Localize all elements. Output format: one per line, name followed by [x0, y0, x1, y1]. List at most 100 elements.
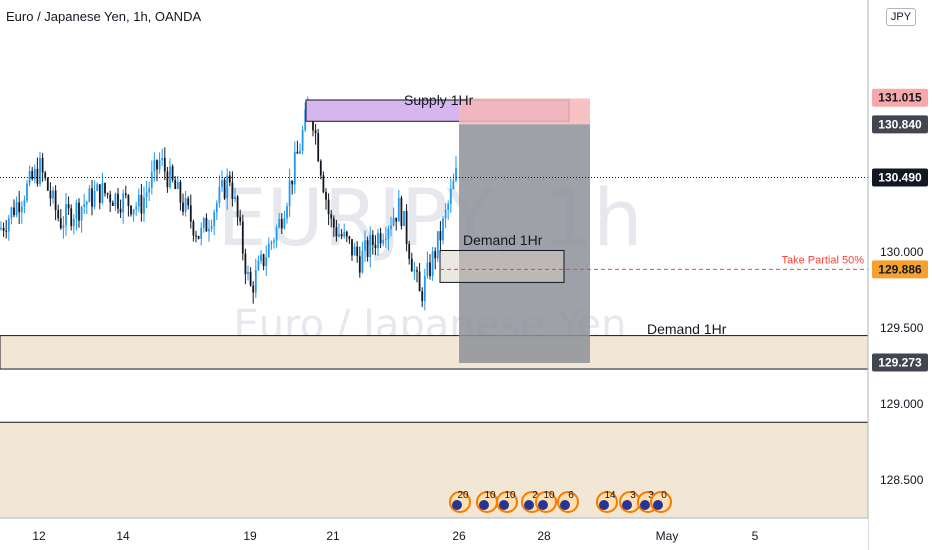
candle-body [330, 214, 333, 219]
candle-body [400, 197, 403, 226]
candle-body [192, 221, 195, 236]
event-badge[interactable]: 6 [557, 490, 579, 513]
candle-body [353, 246, 356, 256]
candle-body [150, 171, 153, 188]
candle-body [444, 209, 447, 219]
candle-body [392, 217, 395, 226]
event-badge[interactable]: 10 [476, 490, 498, 513]
candle-body [205, 218, 208, 232]
candle-body [231, 182, 234, 200]
candle-body [96, 184, 99, 191]
zones-layer [0, 335, 869, 518]
candle-body [195, 235, 197, 237]
candle-body [93, 190, 96, 207]
candle-body [127, 195, 130, 206]
event-badge[interactable]: 20 [449, 490, 471, 513]
price-axis[interactable]: 128.500 129.000 129.500 130.000 131.015 130.8… [867, 0, 932, 550]
demand-label: Demand 1Hr [463, 232, 543, 248]
candle-body [239, 216, 242, 222]
candle-body [200, 227, 203, 239]
candle-body [410, 258, 413, 272]
candle-body [171, 166, 174, 180]
candle-body [431, 251, 434, 277]
candle-body [26, 183, 28, 201]
price-tag-label: 129.273 [878, 356, 922, 370]
candle-body [387, 228, 390, 239]
candle-body [382, 239, 385, 244]
time-tick-label: 19 [243, 529, 257, 543]
candle-body [78, 202, 80, 221]
event-badge-count: 20 [457, 490, 469, 501]
flag-icon [622, 500, 632, 510]
candle-body [189, 205, 192, 222]
event-badge[interactable]: 10 [535, 490, 557, 513]
candle-body [28, 170, 31, 184]
candle-body [54, 190, 57, 211]
candle-body [10, 207, 13, 219]
candle-body [59, 218, 62, 229]
flag-icon [452, 500, 462, 510]
candle-body [2, 227, 5, 231]
candle-body [137, 194, 140, 207]
event-badge-count: 10 [543, 490, 555, 501]
candle-body [377, 233, 379, 249]
event-badge[interactable]: 0 [650, 490, 672, 513]
price-tag-label: 130.840 [878, 117, 922, 131]
candle-body [5, 230, 8, 232]
candle-body [442, 218, 444, 241]
currency-button[interactable]: JPY [886, 8, 916, 26]
candle-body [455, 168, 457, 181]
candle-body [301, 130, 304, 151]
candle-body [257, 260, 260, 270]
price-tag-bg [872, 115, 928, 134]
candle-body [161, 158, 164, 161]
candle-body [317, 133, 320, 162]
candle-body [244, 253, 247, 275]
candle-body [361, 250, 364, 273]
time-tick-label: 5 [752, 529, 759, 543]
symbol-title: Euro / Japanese Yen, 1h, OANDA [6, 9, 202, 24]
time-tick-label: May [656, 529, 679, 543]
candle-body [366, 240, 369, 257]
candle-body [23, 200, 26, 207]
price-tag-label: 130.490 [878, 171, 922, 185]
flag-icon [479, 500, 489, 510]
candle-body [101, 183, 104, 203]
price-tick-label: 129.500 [880, 321, 924, 335]
price-tag-bg [872, 168, 928, 187]
candle-body [252, 285, 255, 293]
candle-body [65, 204, 67, 226]
candle-body [291, 180, 294, 185]
candle-body [46, 178, 49, 191]
event-badge[interactable]: 14 [596, 490, 618, 513]
candle-body [348, 236, 351, 240]
candle-body [215, 202, 218, 213]
price-tick-label: 130.000 [880, 245, 924, 259]
time-axis[interactable]: 12 14 19 21 26 28 May 5 [0, 517, 868, 550]
candle-body [429, 262, 431, 277]
candle-body [273, 240, 275, 243]
candle-body [358, 256, 361, 273]
price-tag-bg [872, 353, 928, 372]
price-tag: 130.840 [872, 115, 928, 134]
candle-body [143, 197, 145, 214]
candle-body [169, 166, 171, 188]
candle-body [176, 182, 179, 189]
supply-label: Supply 1Hr [404, 92, 474, 108]
event-badge-count: 3 [630, 490, 636, 501]
event-badges[interactable]: 20 10 10 2 10 6 14 3 3 0 [449, 490, 672, 513]
event-badge-count: 2 [532, 490, 538, 501]
candle-body [130, 205, 132, 215]
price-tag-bg [872, 88, 928, 107]
candle-body [49, 190, 52, 199]
time-tick-label: 28 [537, 529, 551, 543]
candle-body [111, 202, 114, 207]
candle-body [80, 206, 83, 221]
candle-body [299, 150, 301, 154]
flag-icon [640, 500, 650, 510]
event-badge[interactable]: 10 [496, 490, 518, 513]
candle-body [226, 175, 229, 199]
price-tag-label: 129.886 [878, 262, 922, 276]
candle-body [148, 187, 151, 193]
